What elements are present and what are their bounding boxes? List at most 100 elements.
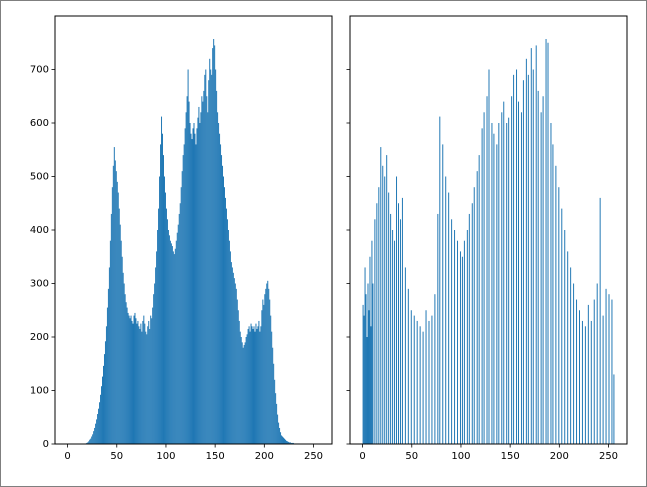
y-tick-label: 200 [30,332,49,343]
bar [498,123,500,444]
bar [103,365,104,444]
x-tick-label: 50 [110,451,123,462]
bar [226,219,228,444]
bar [259,331,261,444]
bar [439,116,441,444]
bar [153,294,155,444]
bar [232,272,234,444]
bar [422,331,424,444]
bar [236,299,238,444]
bar [143,315,145,444]
bar [493,133,495,444]
bar [238,320,240,444]
bar [152,307,154,444]
bar [159,176,161,444]
bar [399,219,401,444]
bar [576,299,578,444]
bar [86,442,88,444]
y-tick-label: 100 [30,386,49,397]
bar [388,192,390,444]
bar [210,69,212,444]
bar [156,251,158,444]
bar [175,240,177,444]
bar [202,101,204,444]
bar [122,272,124,444]
bar [249,331,251,444]
bar [185,112,187,445]
bar [106,307,108,444]
bar [602,315,604,444]
bar [183,144,185,444]
bar [165,208,167,444]
bar [545,39,547,444]
bar [369,256,371,444]
bar [117,192,119,444]
bar [135,318,137,444]
bar [91,436,93,444]
bar [223,176,224,444]
bar [216,90,218,445]
bar [486,96,488,444]
bar [204,74,206,444]
bar [116,181,118,444]
bar [525,58,527,445]
bar [476,171,478,444]
bar [201,96,203,444]
bar [362,304,364,444]
bar [258,320,260,444]
bar [191,139,193,445]
bar [158,208,160,444]
bar [166,219,168,444]
bar [367,283,369,444]
bar [157,230,159,444]
bar [290,442,292,444]
bar [376,203,378,444]
bar [102,376,104,444]
bar [263,304,265,444]
bar [253,326,255,444]
bar [200,112,202,445]
bar [163,176,165,444]
bar [468,213,470,444]
bar [211,74,213,444]
bar [257,326,259,444]
bar [234,283,236,444]
y-tick-label: 700 [30,65,49,76]
bar [578,310,580,444]
bar [364,267,366,444]
bar [114,160,116,444]
bar [239,331,241,444]
bar [390,213,392,444]
bar [573,283,575,444]
bar [118,208,120,444]
bar [276,403,278,444]
bar [552,144,554,444]
bar [145,331,147,444]
bar [242,347,244,444]
bar [115,171,117,444]
bar [401,197,403,444]
bar [100,394,102,444]
bar [167,230,169,444]
bar [121,256,123,444]
bar [513,74,515,444]
bar [138,326,140,444]
bar [129,318,131,444]
bar [252,328,254,444]
bar [269,299,271,444]
bar [530,48,532,444]
bar [368,310,370,444]
bar [374,219,376,444]
y-tick-label: 300 [30,279,49,290]
bar [463,240,465,444]
bar [233,278,235,444]
bar [587,304,589,444]
bar [168,235,170,444]
bar [219,133,221,444]
bar [144,323,146,444]
bar [97,414,99,444]
bar [149,328,151,444]
bar [382,165,384,445]
bar [194,133,196,444]
bar [225,208,227,444]
